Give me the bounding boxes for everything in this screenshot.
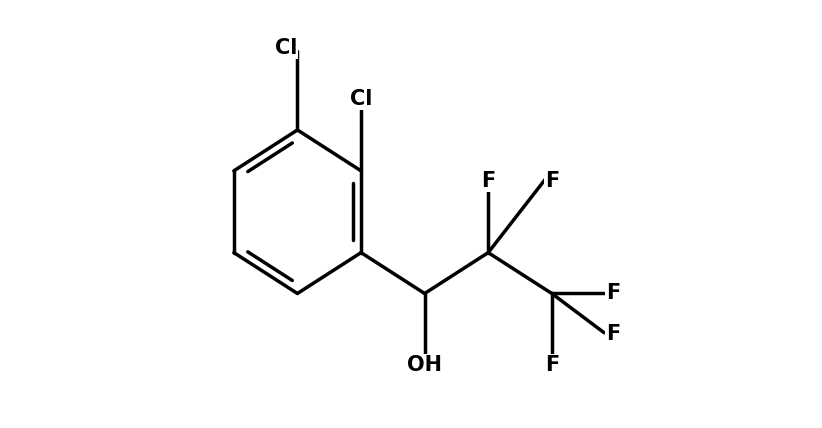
Text: F: F — [545, 171, 559, 191]
Text: Cl: Cl — [350, 89, 372, 109]
Text: F: F — [607, 283, 621, 303]
Text: F: F — [545, 355, 559, 375]
Text: Cl: Cl — [275, 38, 298, 58]
Text: OH: OH — [407, 355, 442, 375]
Text: F: F — [481, 171, 496, 191]
Text: F: F — [607, 324, 621, 345]
